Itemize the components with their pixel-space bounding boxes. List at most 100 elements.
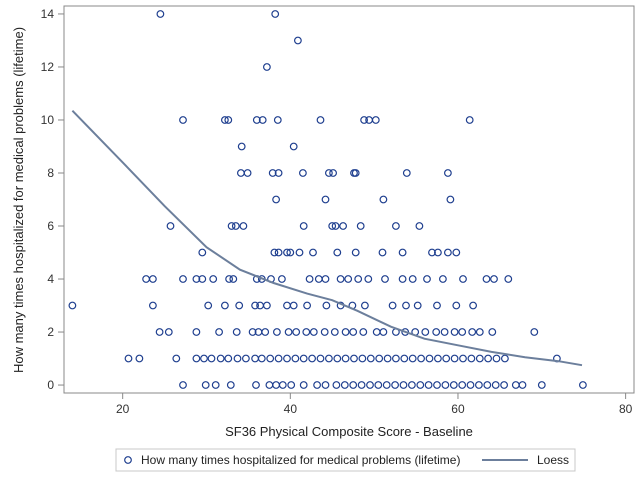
data-point: [325, 354, 333, 363]
data-point: [220, 301, 229, 310]
data-point: [467, 354, 476, 363]
data-point: [433, 381, 441, 389]
data-point: [274, 354, 283, 363]
data-point: [299, 354, 308, 363]
legend-label-loess: Loess: [537, 453, 569, 467]
data-point: [475, 328, 484, 336]
data-point: [316, 354, 325, 363]
data-point: [459, 354, 467, 363]
data-point: [299, 222, 308, 230]
data-point: [192, 354, 201, 363]
data-point: [251, 354, 260, 363]
x-tick-label: 80: [619, 402, 633, 416]
data-point: [292, 328, 301, 336]
data-point: [166, 222, 175, 230]
data-point: [400, 354, 409, 363]
data-point: [229, 275, 238, 283]
data-point: [179, 381, 187, 389]
data-point: [320, 328, 329, 336]
data-point: [124, 354, 133, 363]
data-point: [321, 275, 330, 283]
data-point: [452, 248, 461, 257]
data-point: [351, 169, 360, 177]
data-point: [243, 169, 252, 177]
data-point: [458, 381, 467, 389]
data-point: [408, 381, 416, 389]
data-point: [309, 248, 317, 257]
data-point: [399, 381, 408, 389]
data-point: [252, 116, 261, 124]
data-point: [428, 248, 436, 257]
data-point: [504, 275, 513, 283]
data-point: [287, 381, 296, 389]
data-point: [402, 301, 410, 310]
data-point: [231, 222, 240, 230]
x-tick-label: 60: [451, 402, 465, 416]
data-point: [135, 354, 144, 363]
data-point: [530, 328, 539, 336]
data-point: [305, 275, 314, 283]
data-point: [469, 301, 478, 310]
data-point: [294, 36, 302, 45]
data-point: [313, 381, 322, 389]
data-point: [381, 275, 389, 283]
data-point: [341, 328, 350, 336]
data-point: [220, 116, 229, 124]
data-point: [341, 354, 350, 363]
data-point: [392, 354, 400, 363]
data-point: [358, 354, 367, 363]
data-point: [295, 248, 304, 257]
data-point: [432, 328, 441, 336]
data-point: [179, 275, 187, 283]
data-point: [201, 381, 210, 389]
data-point: [331, 222, 340, 230]
legend-box: [115, 448, 576, 472]
data-point: [425, 354, 434, 363]
data-point: [172, 354, 181, 363]
data-point: [192, 328, 201, 336]
data-point: [198, 248, 207, 257]
data-point: [371, 116, 380, 124]
data-point: [226, 381, 235, 389]
data-point: [224, 116, 233, 124]
data-point: [257, 354, 266, 363]
data-point: [258, 116, 267, 124]
data-point: [349, 328, 358, 336]
data-point: [537, 381, 546, 389]
data-point: [329, 169, 338, 177]
y-axis-title: How many times hospitalized for medical …: [11, 27, 26, 373]
data-point: [225, 275, 234, 283]
data-point: [321, 195, 330, 204]
data-point: [500, 381, 509, 389]
data-point: [272, 195, 281, 204]
data-point: [209, 275, 218, 283]
loess-line: [71, 110, 583, 367]
data-point: [273, 116, 282, 124]
data-point: [379, 195, 388, 204]
data-point: [314, 275, 323, 283]
data-point: [468, 328, 477, 336]
data-point: [383, 354, 392, 363]
data-point: [361, 301, 369, 310]
data-point: [266, 354, 275, 363]
data-point: [227, 222, 236, 230]
data-point: [458, 328, 467, 336]
data-point: [408, 275, 417, 283]
data-point: [216, 354, 225, 363]
data-point: [416, 381, 425, 389]
y-tick-label: 2: [47, 325, 54, 339]
data-point: [248, 328, 257, 336]
data-point: [263, 301, 271, 310]
data-point: [291, 354, 300, 363]
data-point: [211, 381, 220, 389]
data-point: [272, 381, 281, 389]
data-point: [204, 301, 213, 310]
data-point: [333, 354, 342, 363]
data-point: [423, 275, 431, 283]
loess-curve-group: [71, 110, 583, 367]
data-point: [434, 354, 442, 363]
data-point: [270, 248, 279, 257]
data-point: [459, 275, 467, 283]
x-tick-label: 40: [284, 402, 298, 416]
